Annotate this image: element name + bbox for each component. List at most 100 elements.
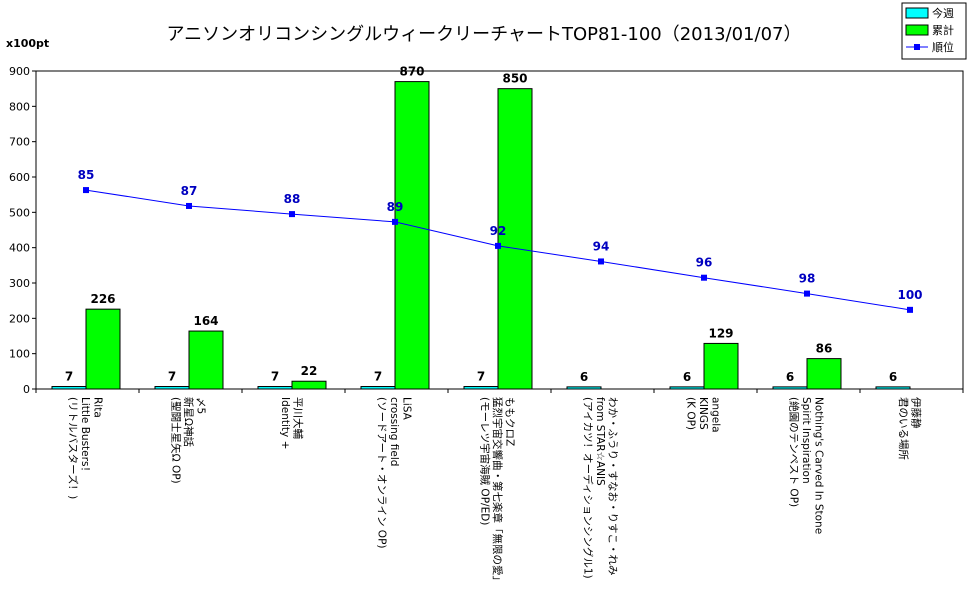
- category-label: angelaKINGS(K OP): [685, 397, 722, 433]
- rank-point: [392, 218, 398, 225]
- rank-label: 96: [696, 256, 713, 270]
- category-label-line: (モーレツ宇宙海賊 OP/ED): [479, 397, 492, 525]
- category-label: ももクロZ猛烈宇宙交響曲・第七楽章「無限の愛」(モーレツ宇宙海賊 OP/ED): [479, 397, 516, 586]
- bar-weekly-label: 7: [65, 370, 73, 384]
- category-label: わか・ふうり・すなお・りすこ・れみfrom STAR☆ANIS(アイカツ！オーデ…: [582, 397, 619, 579]
- rank-point: [804, 290, 810, 297]
- legend-label: 順位: [932, 40, 954, 54]
- category-label-line: LiSA: [401, 397, 413, 421]
- category-label: 平川大輔Identity +: [279, 397, 305, 449]
- bar-total: [497, 88, 533, 390]
- bar-total-label: 850: [502, 72, 527, 86]
- rank-point: [186, 202, 192, 209]
- category-label-line: (聖闘士星矢Ω OP): [170, 397, 183, 484]
- category-label-line: from STAR☆ANIS: [594, 397, 606, 486]
- y-tick-label: 300: [9, 277, 30, 290]
- x-axis-ticks: [35, 389, 964, 393]
- category-label-line: KINGS: [697, 397, 709, 430]
- bar-weekly: [360, 386, 396, 390]
- bar-weekly: [463, 386, 499, 390]
- rank-point: [598, 258, 604, 265]
- rank-label: 100: [897, 288, 922, 302]
- y-axis: 0 100 200 300 400 500 600 700 800 900: [9, 65, 36, 396]
- category-label-line: crossing field: [388, 397, 400, 466]
- bar-total: [85, 308, 121, 390]
- rank-label: 88: [284, 192, 301, 206]
- rank-label: 87: [181, 184, 198, 198]
- bar-weekly: [257, 386, 293, 390]
- category-label-line: (アイカツ！オーディションシングル1): [582, 397, 595, 579]
- rank-point: [701, 274, 707, 281]
- y-tick-label: 600: [9, 171, 30, 184]
- category-label-line: Nothing's Carved In Stone: [813, 397, 825, 534]
- category-label: 〆5新星Ω神話(聖闘士星矢Ω OP): [170, 397, 207, 484]
- category-label-line: (K OP): [685, 397, 697, 430]
- bar-weekly: [51, 386, 87, 390]
- category-label: RitaLittle Busters！(リトルバスターズ！): [67, 397, 104, 499]
- bar-total-label: 86: [816, 342, 833, 356]
- category-label: LiSAcrossing field(ソードアート・オンライン OP): [376, 397, 413, 549]
- legend-swatch: [905, 24, 929, 36]
- bar-total: [703, 342, 739, 390]
- category-label-line: Little Busters！: [79, 397, 91, 477]
- legend-label: 累計: [932, 23, 954, 37]
- category-label-line: 平川大輔: [291, 397, 304, 439]
- y-tick-label: 500: [9, 206, 30, 219]
- category-label-line: 君のいる場所: [897, 397, 910, 460]
- chart-title: アニソンオリコンシングルウィークリーチャートTOP81-100（2013/01/…: [167, 24, 802, 45]
- y-tick-label: 800: [9, 100, 30, 113]
- rank-label: 98: [799, 272, 816, 286]
- bar-weekly: [566, 386, 602, 390]
- category-label-line: Rita: [92, 397, 104, 418]
- y-tick-label: 200: [9, 312, 30, 325]
- bar-total: [394, 81, 430, 390]
- bars: [51, 81, 911, 390]
- rank-point: [289, 211, 295, 218]
- bar-total-label: 226: [90, 292, 115, 306]
- bar-weekly-label: 7: [374, 370, 382, 384]
- category-label-line: Spirit Inspiration: [800, 397, 812, 484]
- bar-total-label: 22: [301, 364, 318, 378]
- rank-label: 94: [593, 239, 610, 253]
- bar-weekly-label: 6: [683, 370, 691, 384]
- bar-weekly-label: 7: [477, 370, 485, 384]
- bar-weekly-label: 6: [580, 370, 588, 384]
- rank-point: [83, 187, 89, 194]
- bar-labels: 7 226 7 164 7 22 7 870 7 850 6 6 129 6 86 6: [65, 65, 897, 384]
- y-tick-label: 400: [9, 242, 30, 255]
- y-tick-label: 700: [9, 136, 30, 149]
- y-axis-label: x100pt: [6, 37, 49, 50]
- rank-point: [907, 306, 913, 313]
- rank-label: 92: [490, 224, 507, 238]
- y-tick-label: 0: [23, 383, 30, 396]
- category-label-line: (ソードアート・オンライン OP): [376, 397, 388, 549]
- category-label: 伊藤静君のいる場所: [897, 397, 923, 460]
- legend-swatch-marker: [914, 44, 920, 50]
- bar-weekly: [154, 386, 190, 390]
- bar-weekly: [875, 386, 911, 390]
- rank-label: 85: [78, 168, 95, 182]
- bar-total-label: 870: [399, 65, 424, 79]
- legend-label: 今週: [932, 6, 954, 20]
- y-tick-label: 100: [9, 348, 30, 361]
- category-label-line: angela: [710, 397, 722, 433]
- category-label-line: わか・ふうり・すなお・りすこ・れみ: [607, 397, 619, 576]
- bar-total-label: 164: [193, 314, 218, 328]
- category-label: Nothing's Carved In StoneSpirit Inspirat…: [788, 397, 825, 534]
- y-tick-label: 900: [9, 65, 30, 78]
- bar-weekly-label: 7: [271, 370, 279, 384]
- category-labels: RitaLittle Busters！(リトルバスターズ！) 〆5新星Ω神話(聖闘…: [67, 397, 923, 586]
- bar-weekly: [772, 386, 808, 390]
- bar-weekly-label: 7: [168, 370, 176, 384]
- category-label-line: Identity +: [279, 397, 291, 449]
- bar-total: [188, 330, 224, 390]
- category-label-line: 猛烈宇宙交響曲・第七楽章「無限の愛」: [491, 397, 504, 586]
- legend-swatch: [905, 7, 929, 19]
- bar-total-label: 129: [708, 326, 733, 340]
- bar-total: [291, 380, 327, 390]
- category-label-line: ももクロZ: [504, 397, 516, 446]
- category-label-line: (リトルバスターズ！): [67, 397, 80, 499]
- bar-total: [806, 358, 842, 390]
